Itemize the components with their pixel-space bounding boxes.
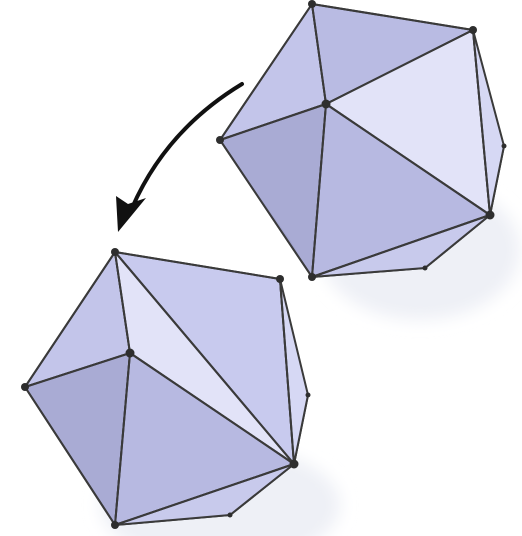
vertex — [125, 348, 135, 358]
arrow-head — [116, 196, 146, 232]
edge — [114, 463, 295, 526]
vertex — [216, 136, 224, 144]
edge — [311, 3, 474, 31]
edge — [219, 3, 313, 141]
arrow-shaft — [130, 82, 244, 210]
icosahedron-after — [24, 251, 309, 526]
edge — [325, 29, 474, 105]
vertex — [501, 143, 507, 149]
edge — [325, 103, 491, 216]
edge — [472, 29, 491, 216]
vertex — [308, 0, 316, 8]
edge — [24, 251, 116, 388]
edge — [24, 352, 131, 388]
edge — [311, 214, 491, 278]
edge — [114, 352, 131, 526]
vertex — [289, 459, 299, 469]
icosahedron-after-vertices — [21, 248, 311, 529]
vertex — [111, 248, 119, 256]
edge — [219, 139, 313, 278]
vertex — [485, 210, 495, 220]
edge — [24, 386, 116, 526]
icosahedron-before — [219, 3, 505, 278]
vertex — [321, 99, 331, 109]
edge — [114, 251, 131, 354]
vertex — [21, 383, 29, 391]
edge — [114, 251, 281, 280]
vertex — [305, 392, 311, 398]
vertex — [469, 26, 477, 34]
edge — [311, 103, 327, 278]
vertex — [227, 512, 233, 518]
transition-arrow — [116, 82, 244, 232]
edge — [219, 103, 327, 141]
icosahedron-before-vertices — [216, 0, 507, 281]
vertex — [111, 521, 119, 529]
edge — [129, 352, 295, 465]
vertex — [308, 273, 316, 281]
vertex — [422, 265, 428, 271]
edge — [311, 3, 327, 105]
edge — [279, 278, 295, 465]
vertex — [276, 275, 284, 283]
edge — [114, 251, 295, 465]
